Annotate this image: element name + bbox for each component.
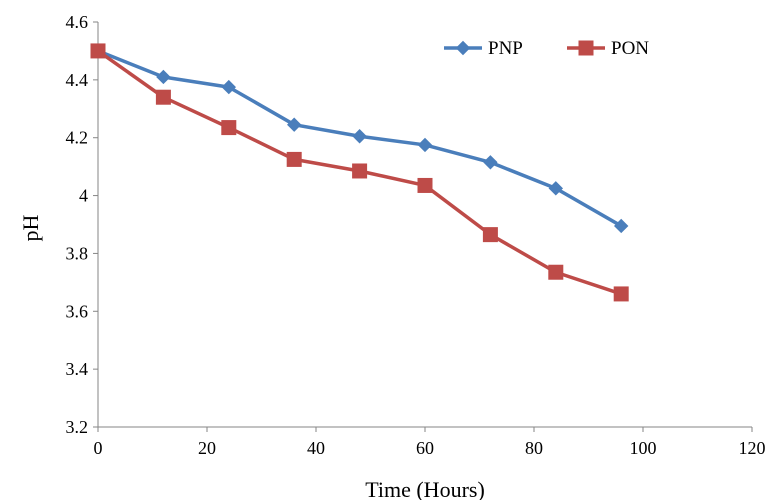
series-pon-marker (286, 151, 302, 167)
series-pon-marker (155, 89, 171, 105)
legend-item-pon: PON (567, 38, 649, 59)
series-pnp (90, 43, 629, 234)
y-axis-title: pH (18, 214, 43, 241)
series-pnp-marker (483, 155, 498, 170)
series-pnp-marker (352, 129, 367, 144)
y-tick-label: 4 (79, 186, 88, 206)
x-tick-label: 80 (525, 438, 543, 458)
axes: 3.2 3.4 3.6 3.8 4 4.2 4.4 4.6 0 20 40 60 80 100 120 (66, 12, 766, 458)
legend-label: PNP (488, 38, 523, 59)
x-tick-label: 0 (94, 438, 103, 458)
series-pon-marker (417, 177, 433, 193)
legend: PNP PON (444, 38, 649, 59)
series-pon-marker (613, 286, 629, 302)
series-pon-marker (221, 120, 237, 136)
series-layer (90, 43, 629, 302)
series-pon-marker (548, 264, 564, 280)
series-pnp-marker (221, 79, 237, 95)
legend-pon-marker (578, 40, 594, 56)
series-pnp-marker (613, 218, 629, 234)
legend-pnp-marker (455, 40, 471, 56)
y-tick-label: 3.4 (66, 359, 89, 379)
x-tick-label: 120 (739, 438, 766, 458)
x-tick-label: 100 (630, 438, 657, 458)
y-tick-label: 3.2 (66, 417, 89, 437)
series-pnp-marker (156, 69, 171, 85)
series-pon (90, 43, 629, 302)
series-pnp-marker (286, 117, 302, 132)
legend-item-pnp: PNP (444, 38, 523, 59)
series-pnp-marker (548, 181, 564, 196)
series-pon-marker (482, 227, 498, 243)
series-pon-marker (90, 43, 106, 59)
y-tick-label: 3.6 (66, 301, 89, 321)
legend-label: PON (611, 38, 649, 59)
x-axis-title: Time (Hours) (365, 477, 485, 500)
y-tick-label: 3.8 (66, 243, 89, 263)
y-tick-label: 4.2 (66, 128, 89, 148)
x-tick-label: 40 (307, 438, 325, 458)
series-pon-marker (352, 163, 368, 179)
y-tick-label: 4.4 (66, 70, 89, 90)
series-pnp-marker (417, 137, 433, 153)
x-tick-label: 60 (416, 438, 434, 458)
x-tick-label: 20 (198, 438, 216, 458)
y-tick-label: 4.6 (66, 12, 89, 32)
